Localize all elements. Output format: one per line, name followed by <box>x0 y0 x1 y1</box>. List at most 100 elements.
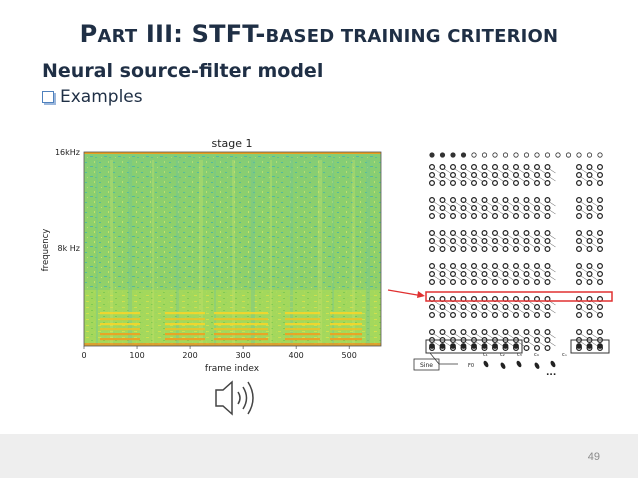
network-node <box>450 230 457 237</box>
network-node <box>596 238 603 245</box>
spectrogram-stripe <box>232 160 235 346</box>
network-node <box>596 164 603 171</box>
spectrogram-harmonics <box>84 312 381 346</box>
network-node <box>471 172 478 179</box>
network-node <box>575 271 582 278</box>
spectrogram-harmonic <box>100 323 140 326</box>
network-edge <box>517 341 525 347</box>
network-node <box>533 345 540 352</box>
network-node <box>439 230 446 237</box>
spectrogram-harmonic <box>330 328 362 331</box>
network-node <box>544 337 551 344</box>
spectrogram-harmonic <box>330 333 362 336</box>
network-edge <box>444 201 451 207</box>
network-node <box>481 312 488 319</box>
network-node <box>575 312 582 319</box>
network-edge <box>433 168 441 174</box>
network-edge <box>454 234 462 240</box>
network-node <box>481 172 488 179</box>
network-edge <box>528 176 535 182</box>
network-node <box>502 271 509 278</box>
network-edge <box>465 267 472 273</box>
network-nodes <box>429 164 603 352</box>
network-edge <box>538 275 546 281</box>
network-edge <box>591 333 598 339</box>
network-node <box>586 238 593 245</box>
spectrogram-harmonic <box>330 318 362 321</box>
network-node <box>575 230 582 237</box>
network-edge <box>454 168 462 174</box>
network-edge <box>549 234 556 240</box>
network-node <box>471 271 478 278</box>
network-node <box>523 172 530 179</box>
network-feature-node <box>516 360 522 368</box>
spectrogram-stripe <box>176 160 179 346</box>
ytick-16khz: 16kHz <box>55 148 80 157</box>
network-node <box>502 213 509 220</box>
network-node <box>544 329 551 336</box>
network-edge <box>454 333 462 339</box>
network-edge <box>433 308 441 314</box>
network-edge <box>475 341 483 347</box>
network-node <box>481 271 488 278</box>
network-edge <box>486 234 493 240</box>
network-edge <box>538 176 546 182</box>
network-edge <box>475 201 483 207</box>
network-edge <box>444 234 451 240</box>
network-node <box>596 230 603 237</box>
checkbox-bullet-icon <box>42 91 54 103</box>
network-node <box>512 271 519 278</box>
network-node <box>596 304 603 311</box>
network-edge <box>496 275 504 281</box>
network-output-node <box>597 152 603 158</box>
network-edge <box>496 168 504 174</box>
network-edge <box>507 275 514 281</box>
network-node <box>586 197 593 204</box>
network-edge <box>444 176 451 182</box>
network-edge <box>549 168 556 174</box>
network-node <box>512 238 519 245</box>
network-node <box>450 238 457 245</box>
sine-up-connector <box>429 352 440 365</box>
highlight-arrowhead <box>417 291 425 298</box>
network-output-node <box>450 152 456 158</box>
spectrogram-harmonic <box>330 323 362 326</box>
network-edge <box>444 209 451 215</box>
network-node <box>439 213 446 220</box>
highlight-layer-box <box>425 291 613 302</box>
network-node <box>471 246 478 253</box>
speaker-icon[interactable] <box>215 380 254 416</box>
network-edge <box>475 234 483 240</box>
network-diagram: Sine F0 ... c₁ c₂ c₃ c₄ cₙ <box>387 152 613 378</box>
network-node <box>544 205 551 212</box>
network-node <box>533 337 540 344</box>
network-edge <box>475 275 483 281</box>
network-output-node <box>534 152 540 158</box>
network-node <box>439 263 446 270</box>
network-edge <box>496 341 504 347</box>
network-edge <box>496 267 504 273</box>
network-output-node <box>544 152 551 158</box>
network-edge <box>538 308 546 314</box>
spectrogram-stripe <box>290 160 293 346</box>
spectrogram-harmonic <box>165 318 205 321</box>
network-node <box>429 213 436 220</box>
network-node <box>450 197 457 204</box>
network-node <box>512 213 519 220</box>
network-edge <box>465 201 472 207</box>
network-edge <box>433 333 441 339</box>
spectrogram-harmonic <box>214 318 268 321</box>
page-number: 49 <box>587 451 600 463</box>
network-node <box>502 279 509 286</box>
network-node <box>492 197 499 204</box>
network-edge <box>549 267 556 273</box>
network-node <box>502 180 509 187</box>
input-label-c2: c₂ <box>500 352 505 358</box>
network-edge <box>433 242 441 248</box>
spectrogram-harmonic <box>285 323 320 326</box>
network-top-row <box>429 152 603 158</box>
network-node <box>492 329 499 336</box>
network-output-node <box>471 152 477 158</box>
network-node <box>450 180 457 187</box>
network-feature-node <box>500 362 506 369</box>
